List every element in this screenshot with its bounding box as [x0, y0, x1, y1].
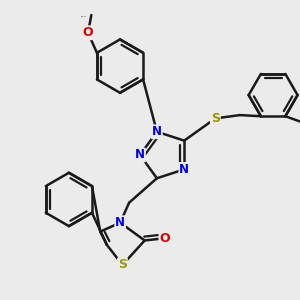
- Text: N: N: [115, 216, 125, 229]
- Text: O: O: [159, 232, 170, 245]
- Text: O: O: [83, 26, 93, 39]
- Text: S: S: [211, 112, 220, 125]
- Text: S: S: [118, 258, 127, 272]
- Text: N: N: [152, 125, 162, 138]
- Text: N: N: [135, 148, 145, 161]
- Text: methoxy: methoxy: [80, 16, 87, 17]
- Text: N: N: [179, 163, 189, 176]
